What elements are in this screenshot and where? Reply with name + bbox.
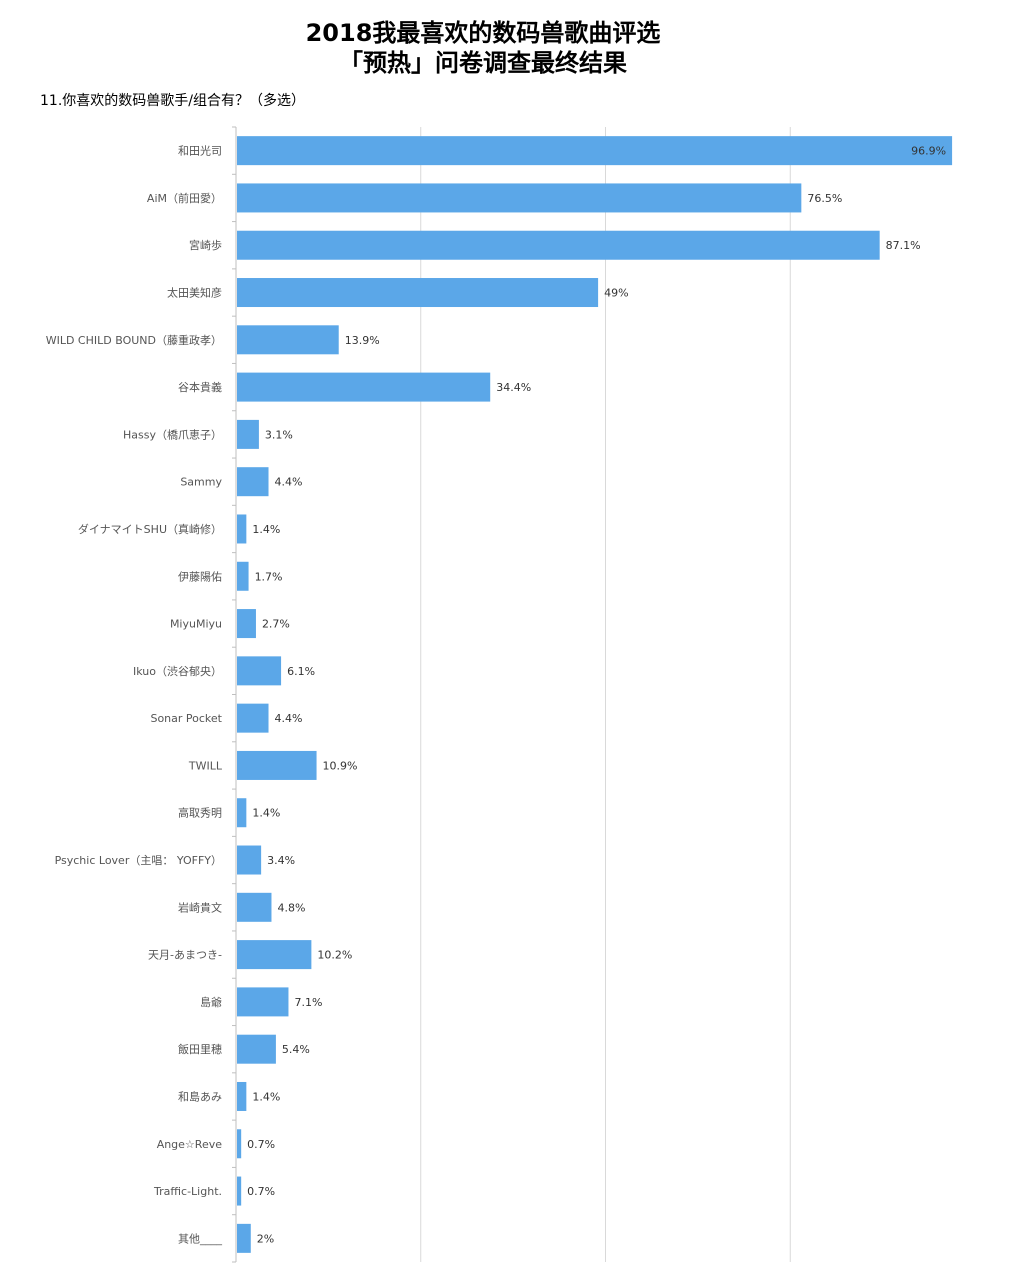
value-label: 2% — [257, 1232, 274, 1245]
category-label: 岩崎貴文 — [178, 900, 222, 914]
bar — [237, 467, 269, 497]
bar — [237, 750, 317, 780]
value-label: 1.4% — [252, 523, 280, 536]
value-label: 5.4% — [282, 1043, 310, 1056]
category-label: Psychic Lover（主唱： YOFFY） — [55, 854, 222, 867]
category-label: Ikuo（渋谷郁央） — [133, 664, 222, 678]
bar — [237, 1223, 251, 1253]
value-label: 4.4% — [275, 712, 303, 725]
bar — [237, 514, 247, 544]
category-label: 天月-あまつき- — [148, 949, 222, 962]
value-label: 2.7% — [262, 618, 290, 631]
bar — [237, 183, 802, 213]
bar — [237, 1176, 242, 1206]
bar — [237, 1081, 247, 1111]
category-label: 和島あみ — [178, 1089, 222, 1103]
value-label: 0.7% — [247, 1185, 275, 1198]
category-label: 伊藤陽佑 — [178, 569, 222, 583]
value-label: 76.5% — [807, 192, 842, 205]
bar — [237, 230, 880, 260]
value-label: 3.1% — [265, 428, 293, 441]
category-label: AiM（前田愛） — [147, 191, 222, 205]
value-label: 3.4% — [267, 854, 295, 867]
category-label: 其他____ — [178, 1232, 222, 1245]
chart-title: 2018我最喜欢的数码兽歌曲评选 「预热」问卷调查最终结果 — [0, 18, 966, 78]
category-label: Ange☆Reve — [157, 1138, 223, 1151]
title-line-1: 2018我最喜欢的数码兽歌曲评选 — [305, 19, 661, 47]
value-label: 13.9% — [345, 334, 380, 347]
value-label: 10.2% — [317, 949, 352, 962]
bar — [237, 656, 282, 686]
value-label: 96.9% — [911, 145, 946, 158]
category-label: 太田美知彦 — [167, 286, 222, 300]
value-label: 87.1% — [886, 239, 921, 252]
value-label: 4.8% — [277, 901, 305, 914]
bar — [237, 609, 256, 639]
bar — [237, 845, 262, 875]
value-label: 6.1% — [287, 665, 315, 678]
value-label: 10.9% — [323, 759, 358, 772]
category-label: 宮崎歩 — [189, 238, 222, 252]
value-label: 1.7% — [255, 570, 283, 583]
category-label: 島爺 — [200, 995, 222, 1009]
category-label: WILD CHILD BOUND（藤重政孝） — [46, 333, 222, 347]
bar — [237, 987, 289, 1017]
value-label: 49% — [604, 287, 628, 300]
bar — [237, 1129, 242, 1159]
category-label: TWILL — [188, 759, 223, 772]
bar — [237, 798, 247, 828]
category-label: Traffic-Light. — [153, 1185, 222, 1198]
category-label: 谷本貴義 — [178, 380, 222, 394]
value-label: 1.4% — [252, 807, 280, 820]
bar — [237, 1034, 276, 1064]
bar — [237, 561, 249, 591]
bar — [237, 419, 259, 449]
value-label: 34.4% — [496, 381, 531, 394]
category-label: Sammy — [180, 476, 222, 489]
value-label: 7.1% — [294, 996, 322, 1009]
question-text: 11.你喜欢的数码兽歌手/组合有？（多选） — [40, 93, 305, 109]
bar — [237, 940, 312, 970]
title-line-2: 「预热」问卷调查最终结果 — [339, 49, 627, 77]
bar — [237, 278, 599, 308]
value-label: 0.7% — [247, 1138, 275, 1151]
value-label: 4.4% — [275, 476, 303, 489]
category-label: ダイナマイトSHU（真崎修） — [78, 522, 222, 536]
category-label: 飯田里穂 — [178, 1042, 222, 1056]
category-label: 高取秀明 — [178, 806, 222, 820]
bar — [237, 892, 272, 922]
category-label: 和田光司 — [178, 144, 222, 158]
bar — [237, 703, 269, 733]
bar — [237, 136, 953, 166]
bar — [237, 372, 491, 402]
value-label: 1.4% — [252, 1090, 280, 1103]
category-label: MiyuMiyu — [170, 618, 222, 631]
bar — [237, 325, 339, 355]
category-label: Sonar Pocket — [150, 712, 222, 725]
category-label: Hassy（橋爪恵子） — [123, 427, 222, 441]
